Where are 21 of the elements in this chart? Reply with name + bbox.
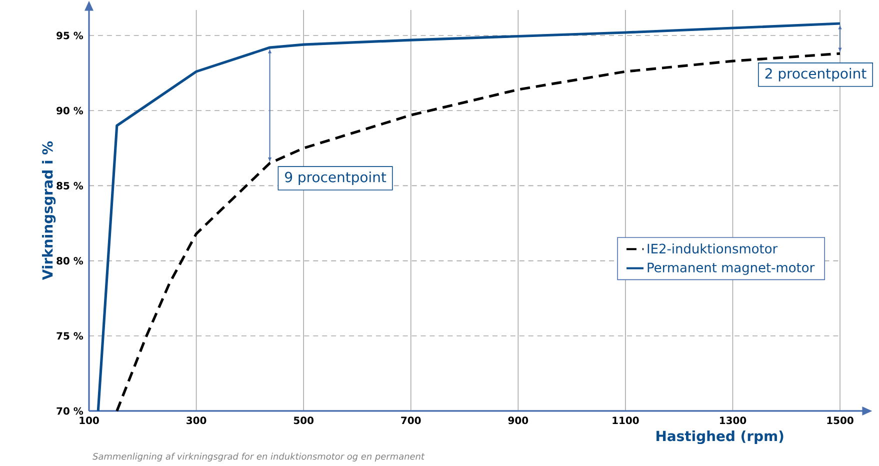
legend-label: IE2-induktionsmotor (648, 243, 778, 254)
x-tick-label: 1300 (720, 416, 746, 424)
y-tick-label: 70 % (56, 407, 84, 415)
x-tick-label: 300 (186, 416, 206, 424)
annotation: 2 procentpoint (765, 68, 866, 82)
x-tick-label: 500 (294, 416, 314, 424)
legend-label: Permanent magnet-motor (648, 262, 815, 275)
x-tick-label: 100 (80, 416, 99, 424)
x-tick-label: 700 (401, 416, 421, 424)
y-axis-title: Virkningsgrad i % (42, 141, 56, 280)
y-tick-label: 90 % (56, 106, 84, 114)
y-tick-label: 80 % (56, 257, 84, 265)
text: Sammenligning af virkningsgrad for en induktionsmotor og en permanent (92, 452, 425, 462)
y-tick-label: 95 % (56, 32, 84, 40)
annotation: 9 procentpoint (285, 172, 386, 186)
x-tick-label: 900 (508, 416, 528, 424)
y-tick-label: 75 % (56, 332, 84, 340)
x-tick-label: 1100 (612, 416, 639, 424)
x-axis-title: Hastighed (rpm) (656, 430, 784, 444)
y-tick-label: 85 % (56, 182, 84, 190)
x-tick-label: 1500 (827, 416, 854, 424)
